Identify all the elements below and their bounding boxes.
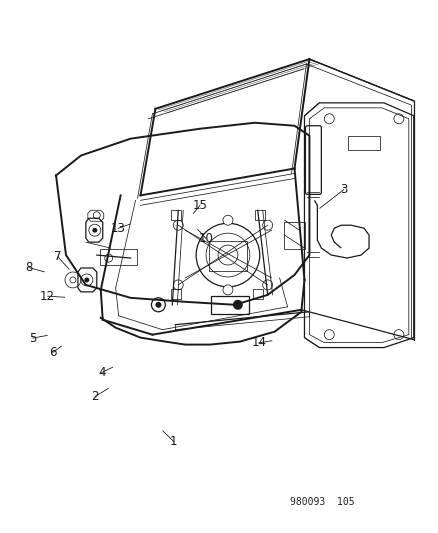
Text: 15: 15 xyxy=(192,199,207,212)
Text: 3: 3 xyxy=(339,183,347,196)
Circle shape xyxy=(262,280,272,290)
Circle shape xyxy=(223,215,233,225)
Text: 7: 7 xyxy=(54,251,62,263)
Text: 10: 10 xyxy=(198,232,213,245)
Circle shape xyxy=(233,300,242,310)
Text: 12: 12 xyxy=(40,290,55,303)
Circle shape xyxy=(155,302,161,308)
Text: 980093  105: 980093 105 xyxy=(289,497,353,507)
Text: 14: 14 xyxy=(251,336,266,349)
Text: 5: 5 xyxy=(29,332,36,344)
Text: 6: 6 xyxy=(49,346,57,359)
Circle shape xyxy=(223,285,233,295)
Circle shape xyxy=(70,277,76,283)
Text: 13: 13 xyxy=(111,222,125,235)
Circle shape xyxy=(92,228,97,233)
Text: 4: 4 xyxy=(98,366,105,379)
Text: 1: 1 xyxy=(170,435,177,448)
Circle shape xyxy=(84,278,89,282)
Text: 2: 2 xyxy=(91,390,99,403)
Circle shape xyxy=(173,280,183,290)
Circle shape xyxy=(173,220,183,230)
Circle shape xyxy=(262,220,272,230)
Text: 8: 8 xyxy=(25,261,32,274)
